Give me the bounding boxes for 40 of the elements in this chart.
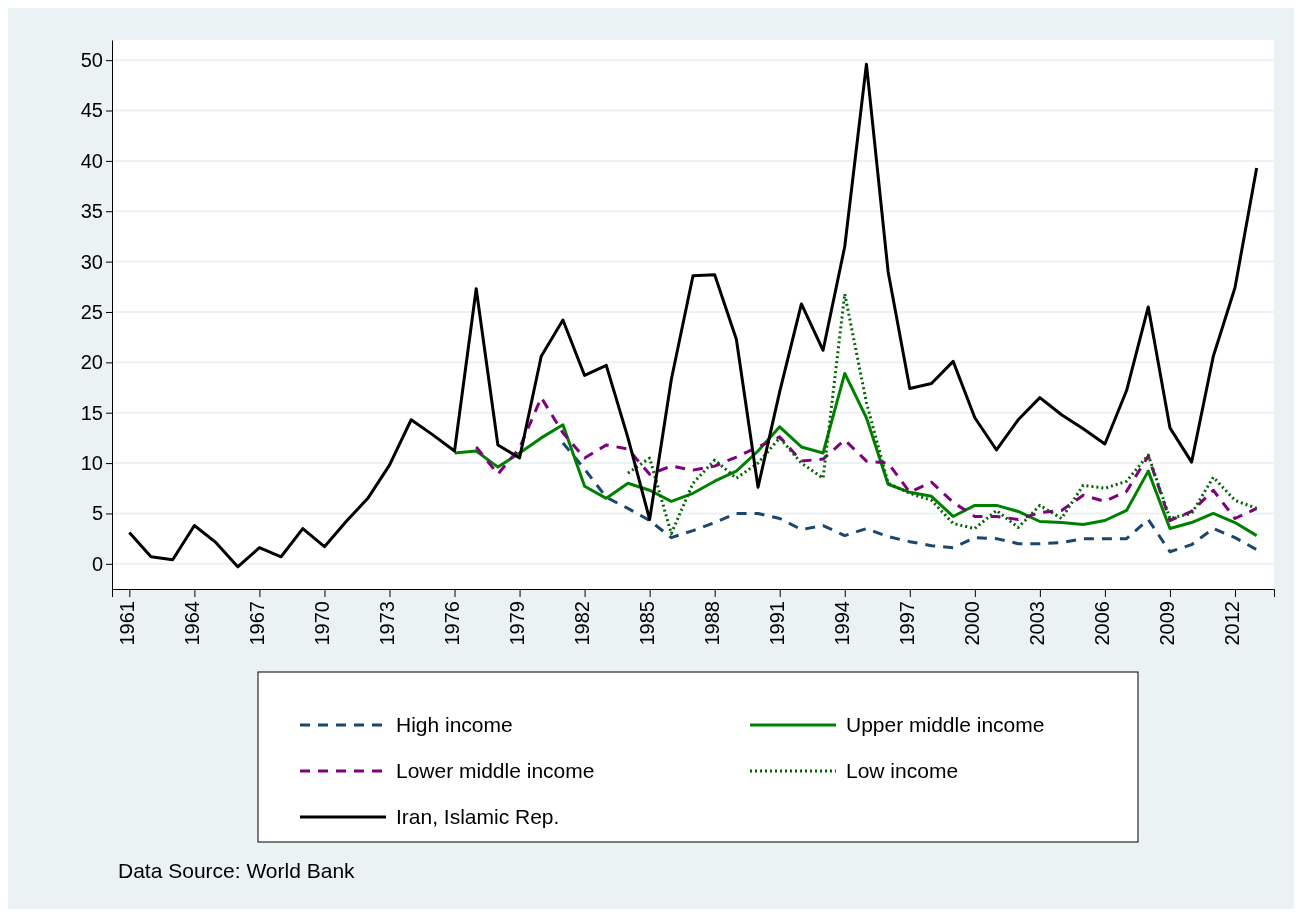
x-tick-label: 1967 xyxy=(245,601,268,646)
x-tick-label: 1997 xyxy=(896,601,919,646)
x-tick-label: 1961 xyxy=(115,601,138,646)
y-tick-label: 20 xyxy=(80,351,103,374)
line-series xyxy=(626,292,1259,536)
y-tick-label: 15 xyxy=(80,401,103,424)
y-tick-label: 5 xyxy=(91,502,103,525)
y-tick-label: 40 xyxy=(80,149,103,172)
y-tick-label: 45 xyxy=(80,99,103,122)
y-tick-label: 0 xyxy=(91,552,103,575)
y-tick-label: 35 xyxy=(80,200,103,223)
legend-label: Iran, Islamic Rep. xyxy=(396,805,560,828)
x-tick-label: 2012 xyxy=(1221,601,1244,646)
x-tick-label: 2009 xyxy=(1156,601,1179,646)
x-tick-label: 1994 xyxy=(831,601,854,646)
legend-label: Upper middle income xyxy=(846,713,1045,736)
x-tick-label: 1973 xyxy=(375,601,398,646)
x-tick-label: 1976 xyxy=(441,601,464,646)
legend-label: Low income xyxy=(846,759,959,782)
x-tick-label: 2006 xyxy=(1091,601,1114,646)
y-tick-label: 25 xyxy=(80,300,103,323)
y-tick-label: 30 xyxy=(80,250,103,273)
x-tick-label: 2000 xyxy=(961,601,984,646)
y-tick-label: 50 xyxy=(80,49,103,72)
x-tick-label: 1991 xyxy=(766,601,789,646)
x-tick-label: 1988 xyxy=(701,601,724,646)
x-tick-label: 2003 xyxy=(1026,601,1049,646)
x-tick-label: 1982 xyxy=(571,601,594,646)
legend-label: Lower middle income xyxy=(396,759,595,782)
x-tick-label: 1970 xyxy=(310,601,333,646)
line-series xyxy=(127,62,1259,569)
x-tick-label: 1985 xyxy=(636,601,659,646)
x-tick-label: 1979 xyxy=(506,601,529,646)
source-note: Data Source: World Bank xyxy=(118,859,356,882)
line-series xyxy=(474,396,1259,522)
y-tick-label: 10 xyxy=(80,451,103,474)
legend-label: High income xyxy=(396,713,513,736)
x-tick-label: 1964 xyxy=(180,601,203,646)
line-series xyxy=(453,371,1259,538)
line-series xyxy=(561,441,1259,554)
